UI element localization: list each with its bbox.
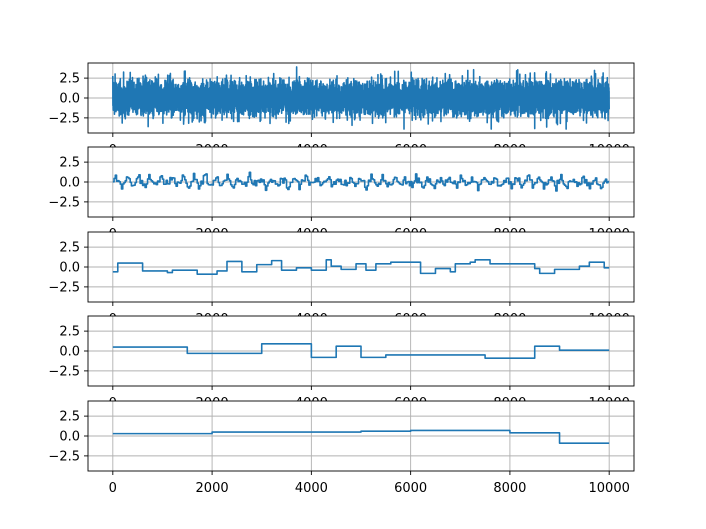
y-tick-label: −2.5 (48, 195, 80, 210)
y-tick-label: 2.5 (59, 72, 80, 87)
x-tick-label: 4000 (295, 481, 328, 496)
x-tick-label: 2000 (196, 481, 229, 496)
series-line-3 (112, 259, 610, 275)
y-tick-label: 2.5 (59, 156, 80, 171)
series-line-5 (112, 429, 610, 444)
series-line-4 (112, 343, 610, 359)
y-tick-label: −2.5 (48, 280, 80, 295)
x-tick-label: 10000 (589, 481, 630, 496)
y-tick-label: 0.0 (59, 92, 80, 107)
y-tick-label: 0.0 (59, 345, 80, 360)
series-line-1 (112, 66, 610, 130)
series-line-2 (112, 171, 610, 192)
x-tick-label: 6000 (394, 481, 427, 496)
y-tick-label: 0.0 (59, 261, 80, 276)
axes-5: −2.5 0.0 2.5 0 2000 4000 6000 8000 10000 (48, 400, 635, 496)
y-tick-label: 2.5 (59, 325, 80, 340)
y-tick-label: 2.5 (59, 241, 80, 256)
x-tick-label: 0 (109, 481, 117, 496)
y-tick-label: −2.5 (48, 364, 80, 379)
y-tick-label: −2.5 (48, 449, 80, 464)
y-tick-label: −2.5 (48, 111, 80, 126)
y-tick-label: 0.0 (59, 430, 80, 445)
y-tick-label: 2.5 (59, 410, 80, 425)
x-tick-label: 8000 (493, 481, 526, 496)
y-tick-label: 0.0 (59, 176, 80, 191)
